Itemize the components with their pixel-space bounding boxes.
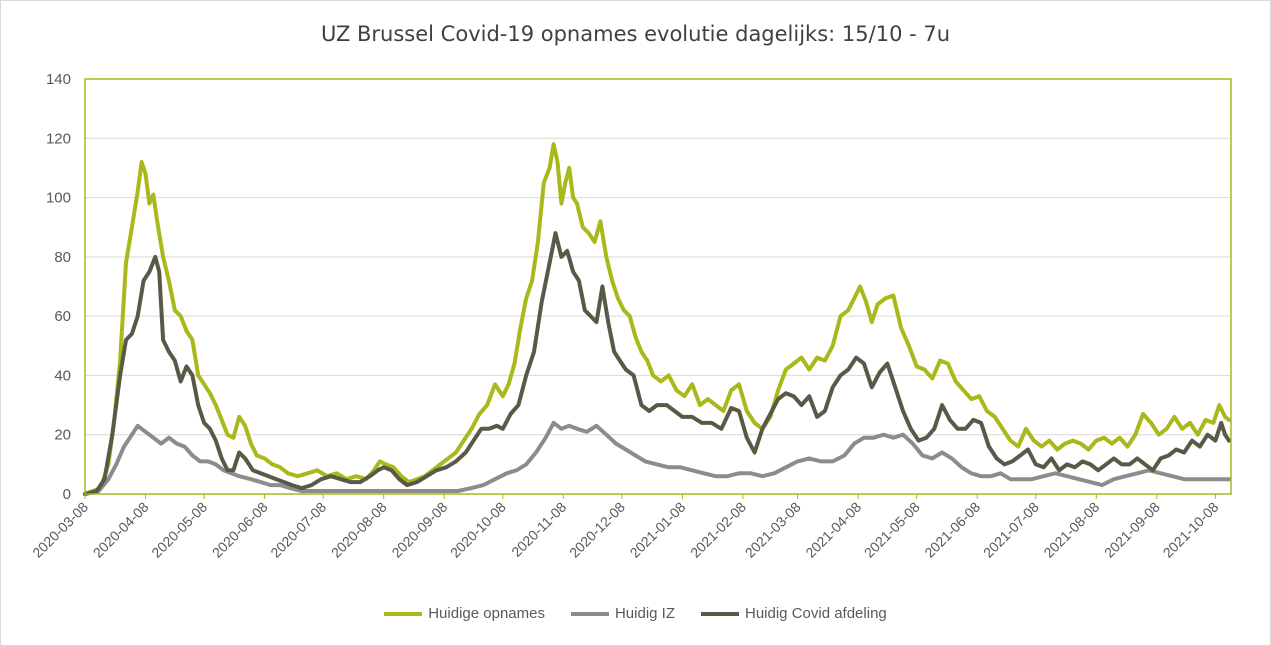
x-tick-label: 2020-09-08 [388, 499, 450, 561]
x-tick-label: 2020-12-08 [566, 499, 628, 561]
legend-label: Huidig IZ [614, 605, 675, 622]
legend-item-iz: Huidig IZ [570, 605, 675, 622]
legend-item-opnames: Huidige opnames [384, 605, 545, 622]
x-tick-label: 2021-08-08 [1040, 499, 1102, 561]
x-tick-label: 2020-11-08 [508, 499, 569, 560]
legend-label: Huidige opnames [428, 605, 545, 622]
gridlines [85, 78, 1231, 495]
series-line-0 [83, 142, 1231, 496]
y-tick-label: 40 [54, 367, 71, 384]
y-tick-label: 140 [46, 71, 71, 88]
x-tick-label: 2020-04-08 [90, 499, 152, 561]
x-tick-label: 2021-04-08 [802, 499, 864, 561]
plot-border [84, 78, 1232, 495]
series-line-1 [83, 420, 1231, 496]
y-tick-label: 100 [46, 190, 71, 207]
y-tick-label: 20 [54, 427, 71, 444]
y-tick-label: 60 [54, 308, 71, 325]
x-tick-label: 2020-07-08 [267, 499, 329, 561]
x-tick-label: 2021-05-08 [861, 499, 923, 561]
y-axis-ticks: 0 20 40 60 80 100 120 140 [46, 71, 71, 503]
y-tick-label: 120 [46, 130, 71, 147]
x-tick-label: 2021-01-08 [627, 499, 689, 561]
x-tick-label: 2020-10-08 [447, 499, 509, 561]
legend-swatch [384, 611, 423, 616]
x-tick-label: 2021-09-08 [1101, 499, 1163, 561]
y-tick-label: 0 [63, 486, 71, 503]
legend-swatch [701, 611, 739, 616]
chart-title: UZ Brussel Covid-19 opnames evolutie dag… [320, 22, 951, 46]
x-tick-label: 2020-06-08 [209, 499, 271, 561]
legend: Huidige opnames Huidig IZ Huidig Covid a… [0, 605, 1271, 622]
x-axis-ticks: 2020-03-082020-04-082020-05-082020-06-08… [29, 494, 1222, 561]
x-tick-label: 2021-06-08 [921, 499, 983, 561]
x-tick-label: 2021-07-08 [980, 499, 1042, 561]
series-line-2 [83, 231, 1231, 496]
x-tick-label: 2020-08-08 [328, 499, 390, 561]
y-tick-label: 80 [54, 249, 71, 266]
series-lines [83, 142, 1231, 496]
x-tick-label: 2021-02-08 [687, 499, 749, 561]
x-tick-label: 2020-03-08 [29, 499, 91, 561]
legend-swatch [570, 611, 609, 616]
x-tick-label: 2021-03-08 [742, 499, 804, 561]
legend-item-covid-afdeling: Huidig Covid afdeling [701, 605, 887, 622]
x-tick-label: 2020-05-08 [148, 499, 210, 561]
legend-label: Huidig Covid afdeling [745, 605, 887, 622]
x-tick-label: 2021-10-08 [1160, 499, 1222, 561]
